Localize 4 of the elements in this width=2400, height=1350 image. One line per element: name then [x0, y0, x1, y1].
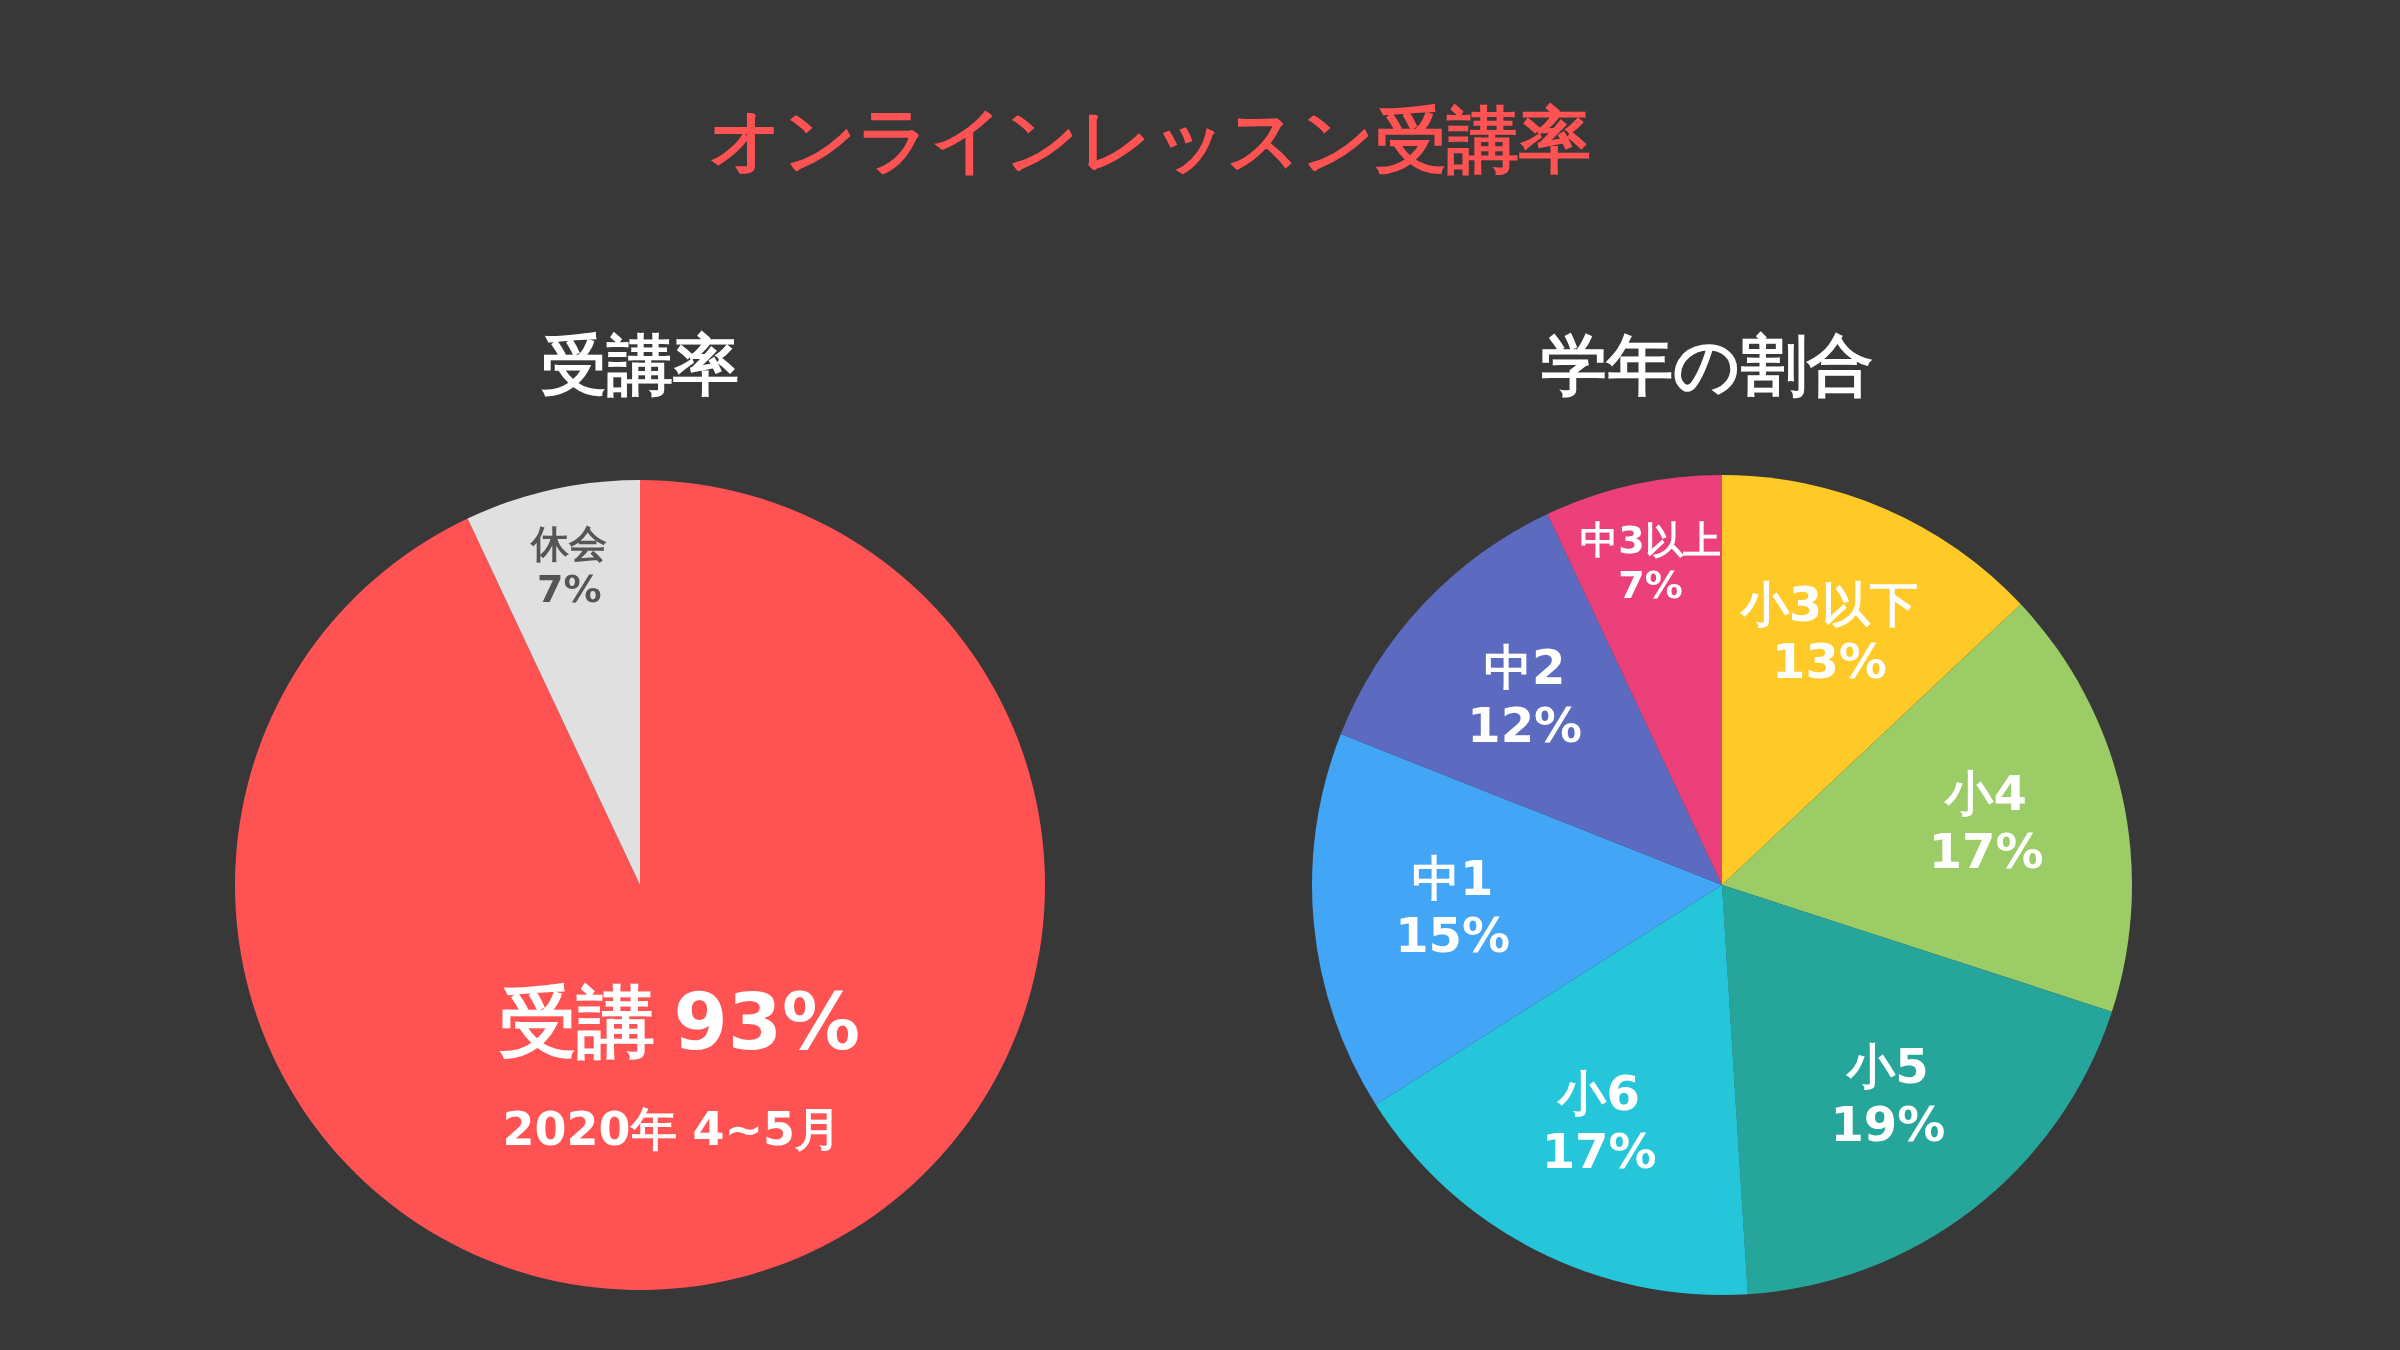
annotation: 2020年 4~5月 [502, 1101, 842, 1156]
subtitle: 受講率 [541, 327, 739, 405]
title: 学年の割合 [1541, 327, 1873, 405]
title: オンラインレッスン受講率 [709, 97, 1591, 182]
